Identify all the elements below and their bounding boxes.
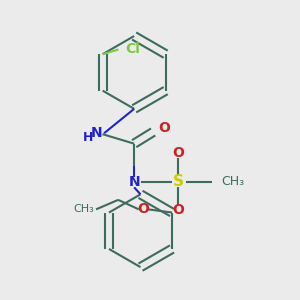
Text: CH₃: CH₃ [74,204,94,214]
Text: Cl: Cl [125,43,140,56]
Text: O: O [172,146,184,160]
Text: O: O [158,121,170,135]
Text: N: N [90,126,102,140]
Text: O: O [172,203,184,217]
Text: H: H [83,131,93,144]
Text: O: O [138,202,149,216]
Text: S: S [173,174,184,189]
Text: N: N [128,175,140,189]
Text: CH₃: CH₃ [221,175,244,188]
